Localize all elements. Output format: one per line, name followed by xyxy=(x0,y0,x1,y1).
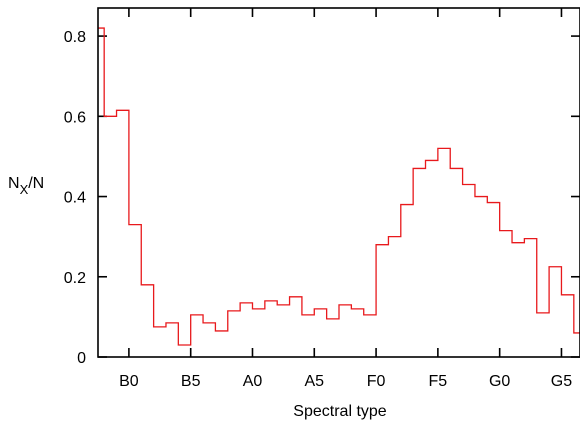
x-tick-label: A5 xyxy=(304,373,324,390)
y-tick-label: 0.2 xyxy=(64,270,86,287)
x-tick-label: F5 xyxy=(429,373,448,390)
x-tick-label: F0 xyxy=(367,373,386,390)
plot-frame xyxy=(97,7,580,358)
x-tick-label: G5 xyxy=(551,373,572,390)
x-axis-title: Spectral type xyxy=(293,403,386,420)
y-axis-title-subscript: X xyxy=(20,182,29,197)
spectral-type-distribution-series xyxy=(98,27,580,346)
y-tick-label-group: 0 0.2 0.4 0.6 0.8 xyxy=(64,29,86,367)
y-tick-label: 0 xyxy=(77,350,86,367)
x-tick-group xyxy=(128,8,563,357)
x-tick-label-group: B0 B5 A0 A5 F0 F5 G0 G5 xyxy=(119,373,572,390)
x-tick-label: B5 xyxy=(181,373,201,390)
x-tick-label: A0 xyxy=(243,373,263,390)
y-axis-title: NX/N xyxy=(8,175,44,197)
x-tick-label: B0 xyxy=(119,373,139,390)
x-tick-label: G0 xyxy=(489,373,510,390)
y-axis-title-tail: /N xyxy=(28,175,44,192)
y-axis-title-main: N xyxy=(8,175,20,192)
y-tick-label: 0.4 xyxy=(64,190,86,207)
y-tick-label: 0.8 xyxy=(64,29,86,46)
y-tick-label: 0.6 xyxy=(64,109,86,126)
